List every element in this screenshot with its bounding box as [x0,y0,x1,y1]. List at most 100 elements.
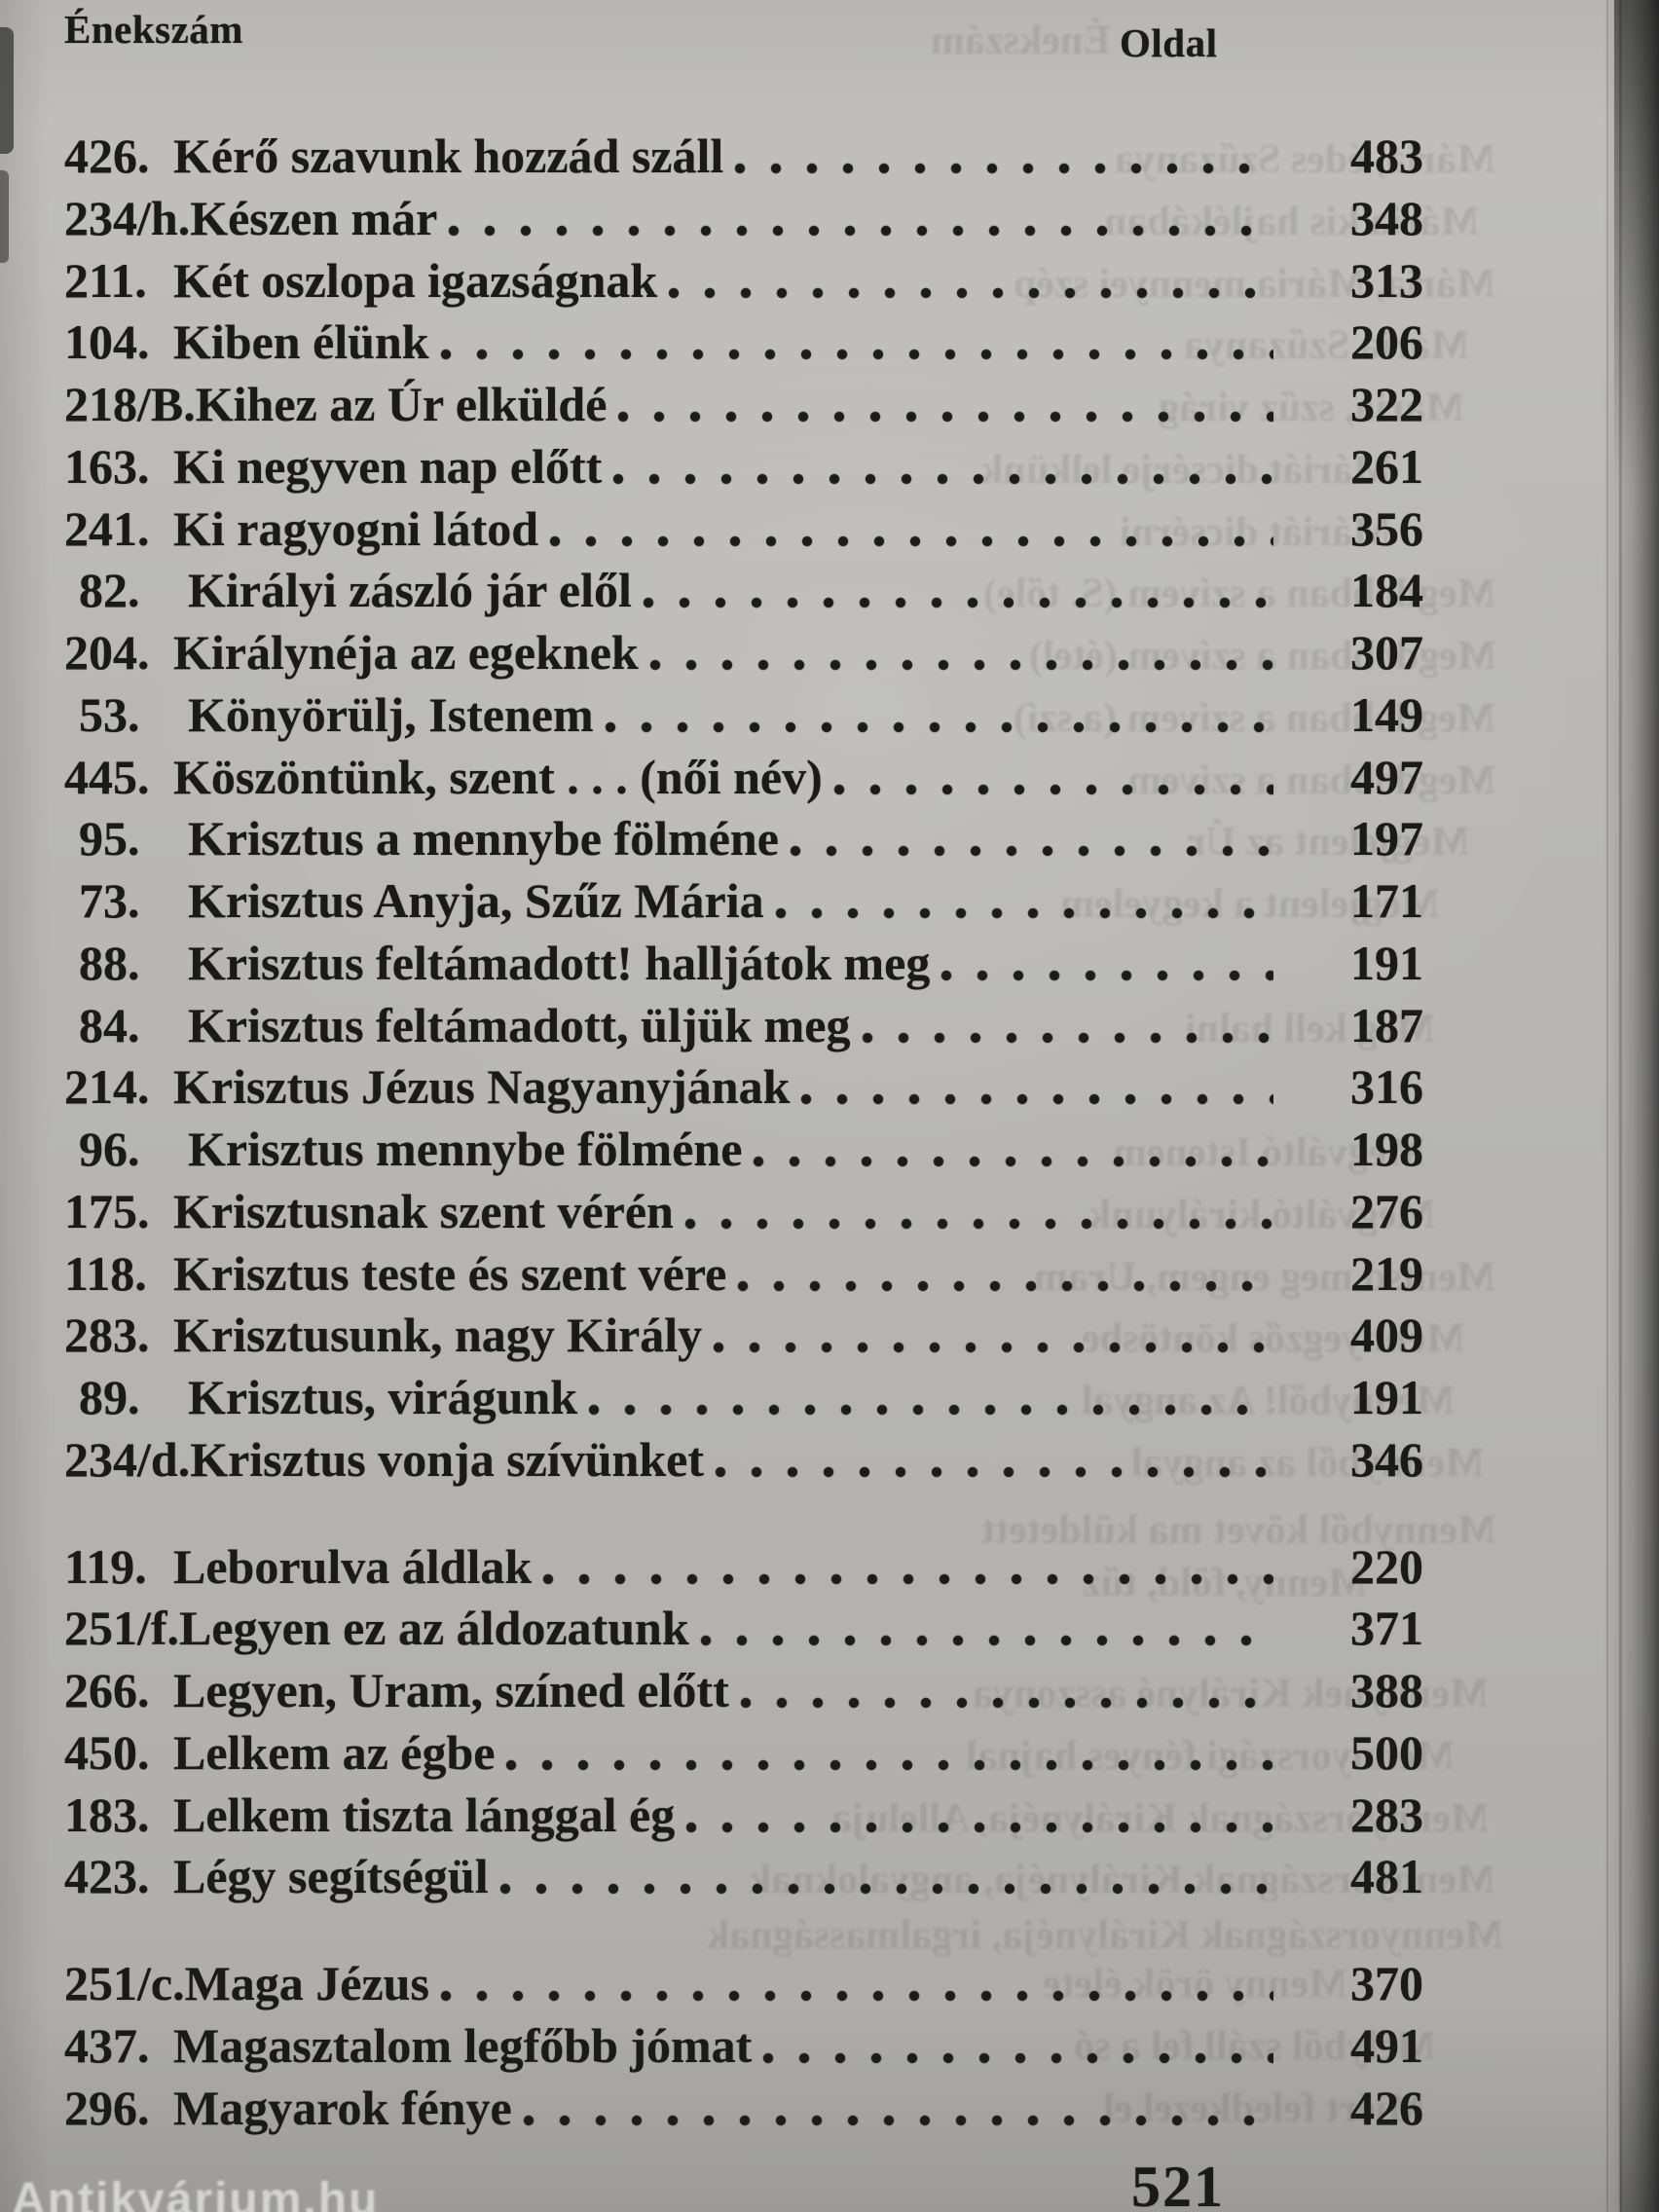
dot-leader [587,1368,1273,1426]
hymn-title: Leborulva áldlak [173,1539,533,1594]
index-row: 104. Kiben élünk 206 [64,313,1423,371]
hymn-number: 426. [64,129,150,183]
hymn-number: 266. [64,1663,150,1717]
page-number: 283 [1350,1788,1423,1842]
hymn-title: Legyen, Uram, színed előtt [173,1663,729,1717]
page-number: 219 [1350,1246,1423,1301]
hymn-number: 450. [64,1725,150,1780]
dot-leader [667,251,1273,310]
hymn-number: 73. [79,873,140,928]
bleedthrough-text: Énekszám [930,18,1110,63]
dot-leader [860,996,1273,1054]
hymn-number: 96. [79,1122,140,1176]
hymn-title: Kiben élünk [173,314,429,369]
index-row: 445. Köszöntünk, szent . . . (női név) 497 [64,748,1423,806]
index-row: 89. Krisztus, virágunk 191 [64,1368,1423,1426]
dot-leader [831,748,1273,806]
index-row: 73. Krisztus Anyja, Szűz Mária 171 [64,871,1423,930]
index-row: 175. Krisztusnak szent vérén 276 [64,1182,1423,1240]
dot-leader [438,1954,1273,2012]
index-row: 251/f. Legyen ez az áldozatunk 371 [64,1599,1423,1657]
hymn-title: Kérő szavunk hozzád száll [173,129,724,183]
dot-leader [698,1599,1273,1657]
hymn-number: 251/f. [64,1601,180,1655]
page-footer-number: 521 [1131,2155,1225,2212]
index-row: 437. Magasztalom legfőbb jómat 491 [64,2016,1423,2075]
hymn-title: Krisztusnak szent vérén [173,1184,674,1238]
index-row: 183. Lelkem tiszta lánggal ég 283 [64,1786,1423,1844]
page-number: 370 [1350,1956,1423,2010]
hymn-number: 234/h. [64,191,191,245]
dot-leader [738,1661,1273,1719]
column-header-page: Oldal [1120,20,1218,65]
hymn-number: 119. [64,1539,147,1594]
hymn-number: 234/d. [64,1432,191,1487]
hymn-number: 218/B. [64,377,196,431]
scan-edge-smudge [0,170,9,263]
hymn-title: Légy segítségül [173,1849,489,1903]
hymn-number: 183. [64,1788,150,1842]
page-number: 198 [1350,1122,1423,1176]
page-number: 191 [1350,936,1423,990]
dot-leader [733,127,1273,185]
page-number: 497 [1350,750,1423,804]
hymn-title: Készen már [190,191,438,245]
page-number: 220 [1350,1539,1423,1594]
hymn-title: Krisztus teste és szent vére [173,1246,727,1301]
index-row: 82. Királyi zászló jár elől 184 [64,561,1423,619]
hymn-number: 423. [64,1849,150,1903]
index-row: 95. Krisztus a mennybe fölméne 197 [64,809,1423,867]
hymn-title: Lelkem tiszta lánggal ég [173,1788,676,1842]
hymn-title: Magyarok fénye [173,2081,512,2135]
hymn-number: 296. [64,2081,150,2135]
hymn-title: Köszöntünk, szent . . . (női név) [173,750,823,804]
column-header-hymn-number: Énekszám [64,7,243,52]
page-number: 307 [1350,625,1423,680]
dot-leader [616,375,1273,433]
dot-leader [641,561,1273,619]
index-row: 53. Könyörülj, Istenem 149 [64,685,1423,744]
dot-leader [788,809,1273,867]
hymn-title: Két oszlopa igazságnak [173,253,658,308]
dot-leader [752,1120,1273,1178]
hymn-number: 437. [64,2018,150,2073]
page-number: 346 [1350,1432,1423,1487]
page-number: 206 [1350,314,1423,369]
page-number: 261 [1350,439,1423,494]
hymn-title: Ki ragyogni látod [173,501,539,556]
book-edge-shadow-top [1614,0,1659,487]
hymn-number: 104. [64,314,150,369]
dot-leader [761,2016,1273,2075]
hymn-number: 204. [64,625,150,680]
index-row: 234/d. Krisztus vonja szívünket 346 [64,1430,1423,1489]
index-row: 84. Krisztus feltámadott, üljük meg 187 [64,996,1423,1054]
page-number: 356 [1350,501,1423,556]
hymn-title: Lelkem az égbe [173,1725,496,1780]
hymn-title: Királyi zászló jár elől [188,563,632,617]
hymn-number: 82. [79,563,140,617]
hymn-number: 211. [64,253,147,308]
index-row: 163. Ki negyven nap előtt 261 [64,437,1423,496]
hymn-number: 89. [79,1370,140,1424]
dot-leader [684,1786,1273,1844]
hymn-number: 214. [64,1059,150,1114]
hymn-title: Krisztus feltámadott! halljátok meg [188,936,931,990]
page-number: 171 [1350,873,1423,928]
index-row: 450. Lelkem az égbe 500 [64,1723,1423,1782]
antikvarium-watermark: Antikvárium.hu [12,2174,380,2212]
page-number: 149 [1350,687,1423,742]
index-row: 266. Legyen, Uram, színed előtt 388 [64,1661,1423,1719]
page-number: 191 [1350,1370,1423,1424]
index-row: 214. Krisztus Jézus Nagyanyjának 316 [64,1057,1423,1116]
page-number: 197 [1350,811,1423,866]
dot-leader [714,1430,1273,1489]
dot-leader [548,499,1273,558]
hymn-number: 251/c. [64,1956,185,2010]
dot-leader [498,1847,1273,1905]
dot-leader [799,1057,1273,1116]
hymn-title: Magasztalom legfőbb jómat [173,2018,753,2073]
page-number: 500 [1350,1725,1423,1780]
hymn-title: Királynéja az egeknek [173,625,639,680]
index-row: 234/h. Készen már 348 [64,189,1423,247]
